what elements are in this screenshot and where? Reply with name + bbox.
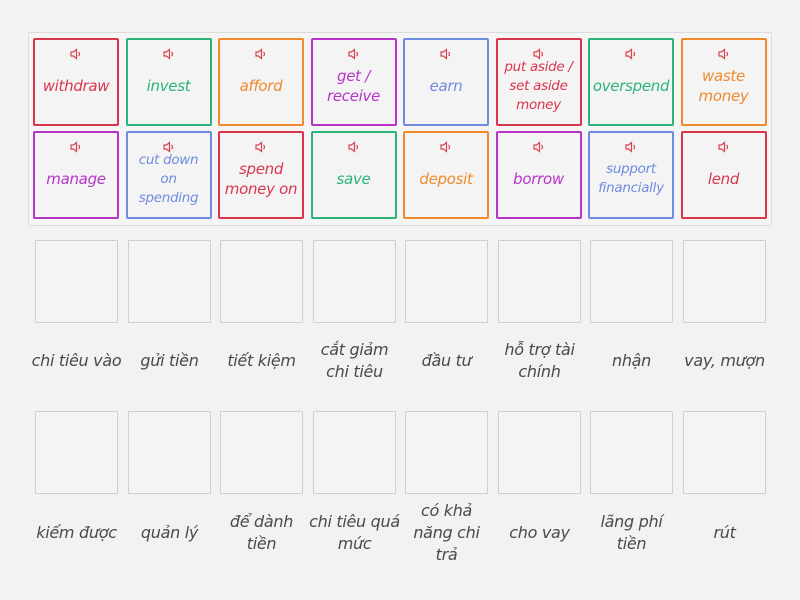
target-label: đầu tư bbox=[401, 336, 493, 386]
drop-zone[interactable] bbox=[405, 411, 488, 494]
card-text: waste money bbox=[698, 67, 749, 105]
card-text: put aside / set aside money bbox=[504, 58, 573, 113]
speaker-icon[interactable] bbox=[162, 138, 176, 153]
target-label: nhận bbox=[586, 336, 678, 386]
drop-zone[interactable] bbox=[313, 240, 396, 323]
drop-zone[interactable] bbox=[683, 411, 766, 494]
word-card[interactable]: earn bbox=[403, 38, 489, 126]
card-text: overspend bbox=[592, 77, 670, 95]
target-label-text: đầu tư bbox=[421, 351, 472, 370]
word-card[interactable]: manage bbox=[33, 131, 119, 219]
target-label-text: để dành tiền bbox=[229, 512, 294, 553]
target-label-text: rút bbox=[713, 523, 736, 542]
card-text: manage bbox=[46, 170, 106, 188]
word-card[interactable]: afford bbox=[218, 38, 304, 126]
speaker-icon[interactable] bbox=[624, 45, 638, 60]
target-label: quản lý bbox=[124, 502, 216, 564]
card-text: spend money on bbox=[224, 160, 298, 198]
target-label: kiếm được bbox=[31, 502, 123, 564]
drop-zone[interactable] bbox=[35, 240, 118, 323]
drop-zone[interactable] bbox=[128, 411, 211, 494]
speaker-icon[interactable] bbox=[254, 138, 268, 153]
word-card[interactable]: withdraw bbox=[33, 38, 119, 126]
target-label-text: nhận bbox=[611, 351, 652, 370]
drop-zone[interactable] bbox=[313, 411, 396, 494]
target-label: rút bbox=[679, 502, 771, 564]
word-card[interactable]: lend bbox=[680, 131, 767, 219]
word-card[interactable]: save bbox=[310, 131, 397, 219]
speaker-icon[interactable] bbox=[69, 138, 83, 153]
speaker-icon[interactable] bbox=[69, 45, 83, 60]
word-card[interactable]: borrow bbox=[495, 131, 582, 219]
card-text: support financially bbox=[598, 161, 664, 196]
speaker-icon[interactable] bbox=[347, 138, 361, 153]
card-text: lend bbox=[707, 170, 740, 188]
target-label: gửi tiền bbox=[124, 336, 216, 386]
word-card[interactable]: overspend bbox=[588, 38, 674, 126]
card-text: afford bbox=[239, 77, 283, 95]
target-label: cắt giảm chi tiêu bbox=[309, 336, 401, 386]
drop-zone[interactable] bbox=[128, 240, 211, 323]
target-label-text: tiết kiệm bbox=[227, 351, 296, 370]
word-card[interactable]: support financially bbox=[588, 131, 674, 219]
target-label-text: chi tiêu vào bbox=[31, 351, 122, 370]
target-label: cho vay bbox=[494, 502, 586, 564]
drop-zone[interactable] bbox=[590, 240, 673, 323]
drop-zone[interactable] bbox=[35, 411, 118, 494]
speaker-icon[interactable] bbox=[532, 138, 546, 153]
speaker-icon[interactable] bbox=[624, 138, 638, 153]
card-text: borrow bbox=[513, 170, 564, 188]
target-label: chi tiêu vào bbox=[31, 336, 123, 386]
word-card[interactable]: waste money bbox=[680, 38, 767, 126]
speaker-icon[interactable] bbox=[717, 138, 731, 153]
word-card[interactable]: deposit bbox=[403, 131, 489, 219]
target-label: chi tiêu quá mức bbox=[309, 502, 401, 564]
target-label: vay, mượn bbox=[679, 336, 771, 386]
card-text: deposit bbox=[419, 170, 473, 188]
speaker-icon[interactable] bbox=[717, 45, 731, 60]
word-card[interactable]: put aside / set aside money bbox=[495, 38, 582, 126]
drop-zone[interactable] bbox=[220, 411, 303, 494]
target-label: hỗ trợ tài chính bbox=[494, 336, 586, 386]
drop-zone[interactable] bbox=[498, 411, 581, 494]
drop-zone[interactable] bbox=[220, 240, 303, 323]
card-text: get / receive bbox=[326, 67, 381, 105]
target-label-text: quản lý bbox=[140, 523, 199, 542]
target-label: để dành tiền bbox=[216, 502, 308, 564]
card-text: cut down on spending bbox=[138, 151, 199, 206]
speaker-icon[interactable] bbox=[162, 45, 176, 60]
card-text: withdraw bbox=[42, 77, 110, 95]
speaker-icon[interactable] bbox=[439, 138, 453, 153]
target-label-text: gửi tiền bbox=[140, 351, 199, 370]
target-label-text: cắt giảm chi tiêu bbox=[320, 340, 389, 381]
speaker-icon[interactable] bbox=[532, 45, 546, 60]
drop-zone[interactable] bbox=[498, 240, 581, 323]
drop-zone[interactable] bbox=[590, 411, 673, 494]
target-label-text: kiếm được bbox=[36, 523, 117, 542]
word-card[interactable]: spend money on bbox=[218, 131, 304, 219]
target-label-text: cho vay bbox=[509, 523, 570, 542]
target-label: tiết kiệm bbox=[216, 336, 308, 386]
card-text: invest bbox=[146, 77, 191, 95]
drop-zone[interactable] bbox=[405, 240, 488, 323]
target-label: lãng phí tiền bbox=[586, 502, 678, 564]
target-label: có khả năng chi trả bbox=[401, 501, 493, 564]
target-label-text: lãng phí tiền bbox=[600, 512, 663, 553]
target-label-text: vay, mượn bbox=[684, 351, 765, 370]
word-card[interactable]: cut down on spending bbox=[125, 131, 212, 219]
speaker-icon[interactable] bbox=[347, 45, 361, 60]
speaker-icon[interactable] bbox=[254, 45, 268, 60]
word-card[interactable]: invest bbox=[125, 38, 212, 126]
word-card[interactable]: get / receive bbox=[310, 38, 397, 126]
target-label-text: có khả năng chi trả bbox=[413, 501, 480, 564]
speaker-icon[interactable] bbox=[439, 45, 453, 60]
drop-zone[interactable] bbox=[683, 240, 766, 323]
target-label-text: chi tiêu quá mức bbox=[309, 512, 400, 553]
target-label-text: hỗ trợ tài chính bbox=[504, 340, 575, 381]
card-text: earn bbox=[429, 77, 463, 95]
card-text: save bbox=[336, 170, 371, 188]
